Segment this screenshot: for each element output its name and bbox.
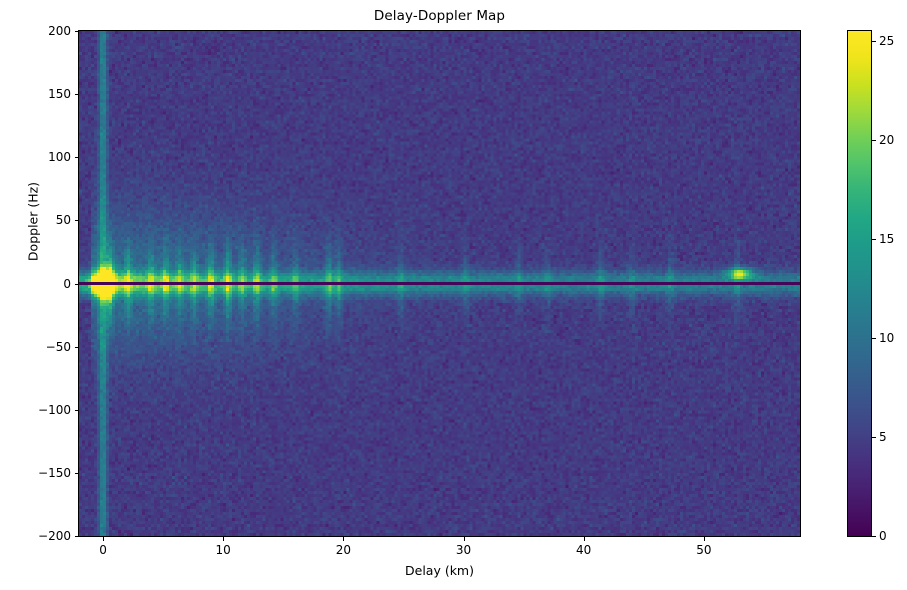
- colorbar-tick-label: 5: [879, 429, 887, 444]
- x-tick-label: 20: [335, 543, 351, 557]
- x-tick-label: 30: [455, 543, 472, 557]
- x-tick-mark: [583, 537, 585, 541]
- x-tick-mark: [463, 537, 465, 541]
- x-tick-label: 10: [215, 543, 231, 557]
- colorbar-tick-label: 25: [879, 33, 895, 48]
- page-title: Delay-Doppler Map: [373, 8, 506, 24]
- colorbar[interactable]: [847, 30, 872, 537]
- colorbar-tick-mark: [872, 139, 876, 141]
- y-tick-label: 200: [48, 24, 71, 38]
- y-tick-mark: [74, 220, 78, 222]
- heatmap-plot-area[interactable]: [78, 30, 801, 537]
- y-tick-mark: [74, 157, 78, 159]
- y-tick-mark: [74, 472, 78, 474]
- colorbar-gradient: [848, 31, 871, 536]
- y-tick-mark: [74, 31, 78, 32]
- y-tick-mark: [74, 94, 78, 96]
- colorbar-tick-mark: [872, 337, 876, 339]
- y-tick-label: −50: [45, 339, 71, 354]
- x-tick-mark: [223, 537, 225, 541]
- y-tick-label: −100: [38, 402, 71, 417]
- y-tick-mark: [74, 346, 78, 348]
- colorbar-tick-mark: [872, 436, 876, 438]
- y-axis-label: Doppler (Hz): [25, 181, 41, 262]
- colorbar-tick-mark: [872, 238, 876, 240]
- colorbar-tick-label: 10: [879, 330, 895, 345]
- x-tick-label: 50: [696, 543, 712, 557]
- y-tick-mark: [74, 409, 78, 411]
- y-tick-label: −150: [38, 465, 71, 480]
- colorbar-tick-mark: [872, 536, 876, 537]
- colorbar-tick-mark: [872, 40, 876, 42]
- x-tick-mark: [703, 537, 705, 541]
- colorbar-tick-label: 20: [879, 132, 895, 147]
- colorbar-tick-label: 15: [879, 231, 895, 246]
- y-tick-label: −200: [38, 529, 71, 543]
- delay-doppler-heatmap[interactable]: [79, 31, 800, 536]
- y-tick-label: 100: [48, 150, 71, 165]
- x-tick-label: 40: [576, 543, 592, 557]
- y-tick-label: 150: [48, 87, 71, 102]
- x-tick-mark: [103, 537, 105, 541]
- x-axis-label: Delay (km): [405, 563, 474, 578]
- colorbar-tick-label: 0: [879, 529, 887, 543]
- y-tick-label: 50: [55, 213, 71, 228]
- x-tick-label: 0: [99, 543, 107, 557]
- y-tick-mark: [74, 536, 78, 537]
- y-tick-mark: [74, 283, 78, 285]
- x-tick-mark: [343, 537, 345, 541]
- y-tick-label: 0: [63, 276, 71, 291]
